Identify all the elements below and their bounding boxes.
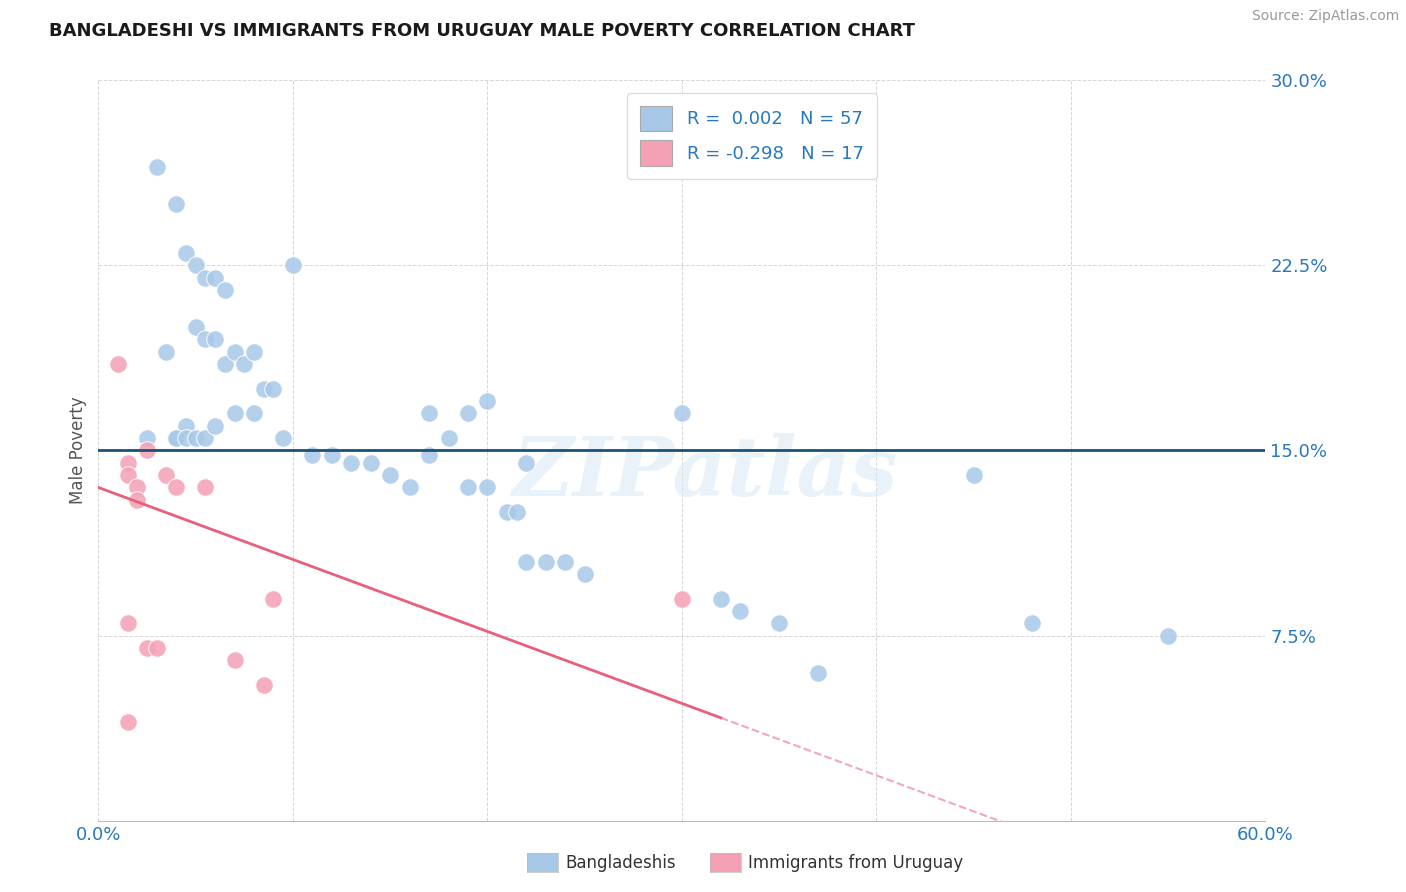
Point [165, 431, 187, 445]
Point [477, 394, 499, 409]
Point [768, 616, 790, 631]
Point [301, 449, 323, 463]
Point [574, 566, 596, 581]
Point [194, 270, 217, 285]
Point [418, 449, 440, 463]
Point [262, 591, 284, 606]
Y-axis label: Male Poverty: Male Poverty [69, 397, 87, 504]
Point [194, 332, 217, 346]
Point [554, 555, 576, 569]
Point [262, 382, 284, 396]
Point [807, 665, 830, 680]
Point [253, 678, 276, 692]
Point [224, 407, 246, 421]
Point [671, 591, 693, 606]
Point [321, 449, 343, 463]
Point [117, 616, 139, 631]
Point [505, 505, 527, 519]
Point [194, 480, 217, 494]
Point [136, 640, 159, 655]
Point [418, 407, 440, 421]
Point [155, 344, 177, 359]
Point [194, 431, 217, 445]
Text: Bangladeshis: Bangladeshis [565, 854, 676, 871]
Point [214, 357, 236, 371]
Legend: R =  0.002   N = 57, R = -0.298   N = 17: R = 0.002 N = 57, R = -0.298 N = 17 [627, 93, 876, 178]
Point [117, 456, 139, 470]
Point [224, 344, 246, 359]
Point [224, 653, 246, 667]
Point [214, 283, 236, 297]
Point [962, 468, 984, 483]
Point [165, 431, 187, 445]
Point [380, 468, 402, 483]
Point [243, 407, 266, 421]
Point [136, 431, 159, 445]
Point [155, 468, 177, 483]
Point [1021, 616, 1043, 631]
Point [457, 407, 479, 421]
Point [253, 382, 276, 396]
Point [271, 431, 294, 445]
Point [457, 480, 479, 494]
Point [146, 160, 169, 174]
Point [127, 492, 149, 507]
Point [281, 258, 304, 272]
Point [398, 480, 420, 494]
Point [165, 196, 187, 211]
Point [117, 468, 139, 483]
Text: Source: ZipAtlas.com: Source: ZipAtlas.com [1251, 9, 1399, 23]
Point [204, 418, 226, 433]
Point [360, 456, 382, 470]
Point [184, 431, 207, 445]
Point [515, 555, 537, 569]
Point [730, 604, 752, 618]
Point [146, 640, 169, 655]
Point [496, 505, 519, 519]
Text: BANGLADESHI VS IMMIGRANTS FROM URUGUAY MALE POVERTY CORRELATION CHART: BANGLADESHI VS IMMIGRANTS FROM URUGUAY M… [49, 22, 915, 40]
Point [477, 480, 499, 494]
Point [204, 332, 226, 346]
Point [107, 357, 129, 371]
Text: ZIPatlas: ZIPatlas [513, 433, 898, 513]
Point [515, 456, 537, 470]
Point [204, 270, 226, 285]
Point [437, 431, 460, 445]
Point [243, 344, 266, 359]
Point [117, 714, 139, 729]
Point [174, 418, 197, 433]
Point [340, 456, 363, 470]
Point [184, 320, 207, 334]
Point [174, 431, 197, 445]
Point [136, 443, 159, 458]
Point [1157, 628, 1180, 642]
Point [534, 555, 557, 569]
Point [127, 480, 149, 494]
Point [165, 480, 187, 494]
Text: Immigrants from Uruguay: Immigrants from Uruguay [748, 854, 963, 871]
Point [710, 591, 733, 606]
Point [233, 357, 256, 371]
Point [174, 246, 197, 260]
Point [671, 407, 693, 421]
Point [184, 258, 207, 272]
